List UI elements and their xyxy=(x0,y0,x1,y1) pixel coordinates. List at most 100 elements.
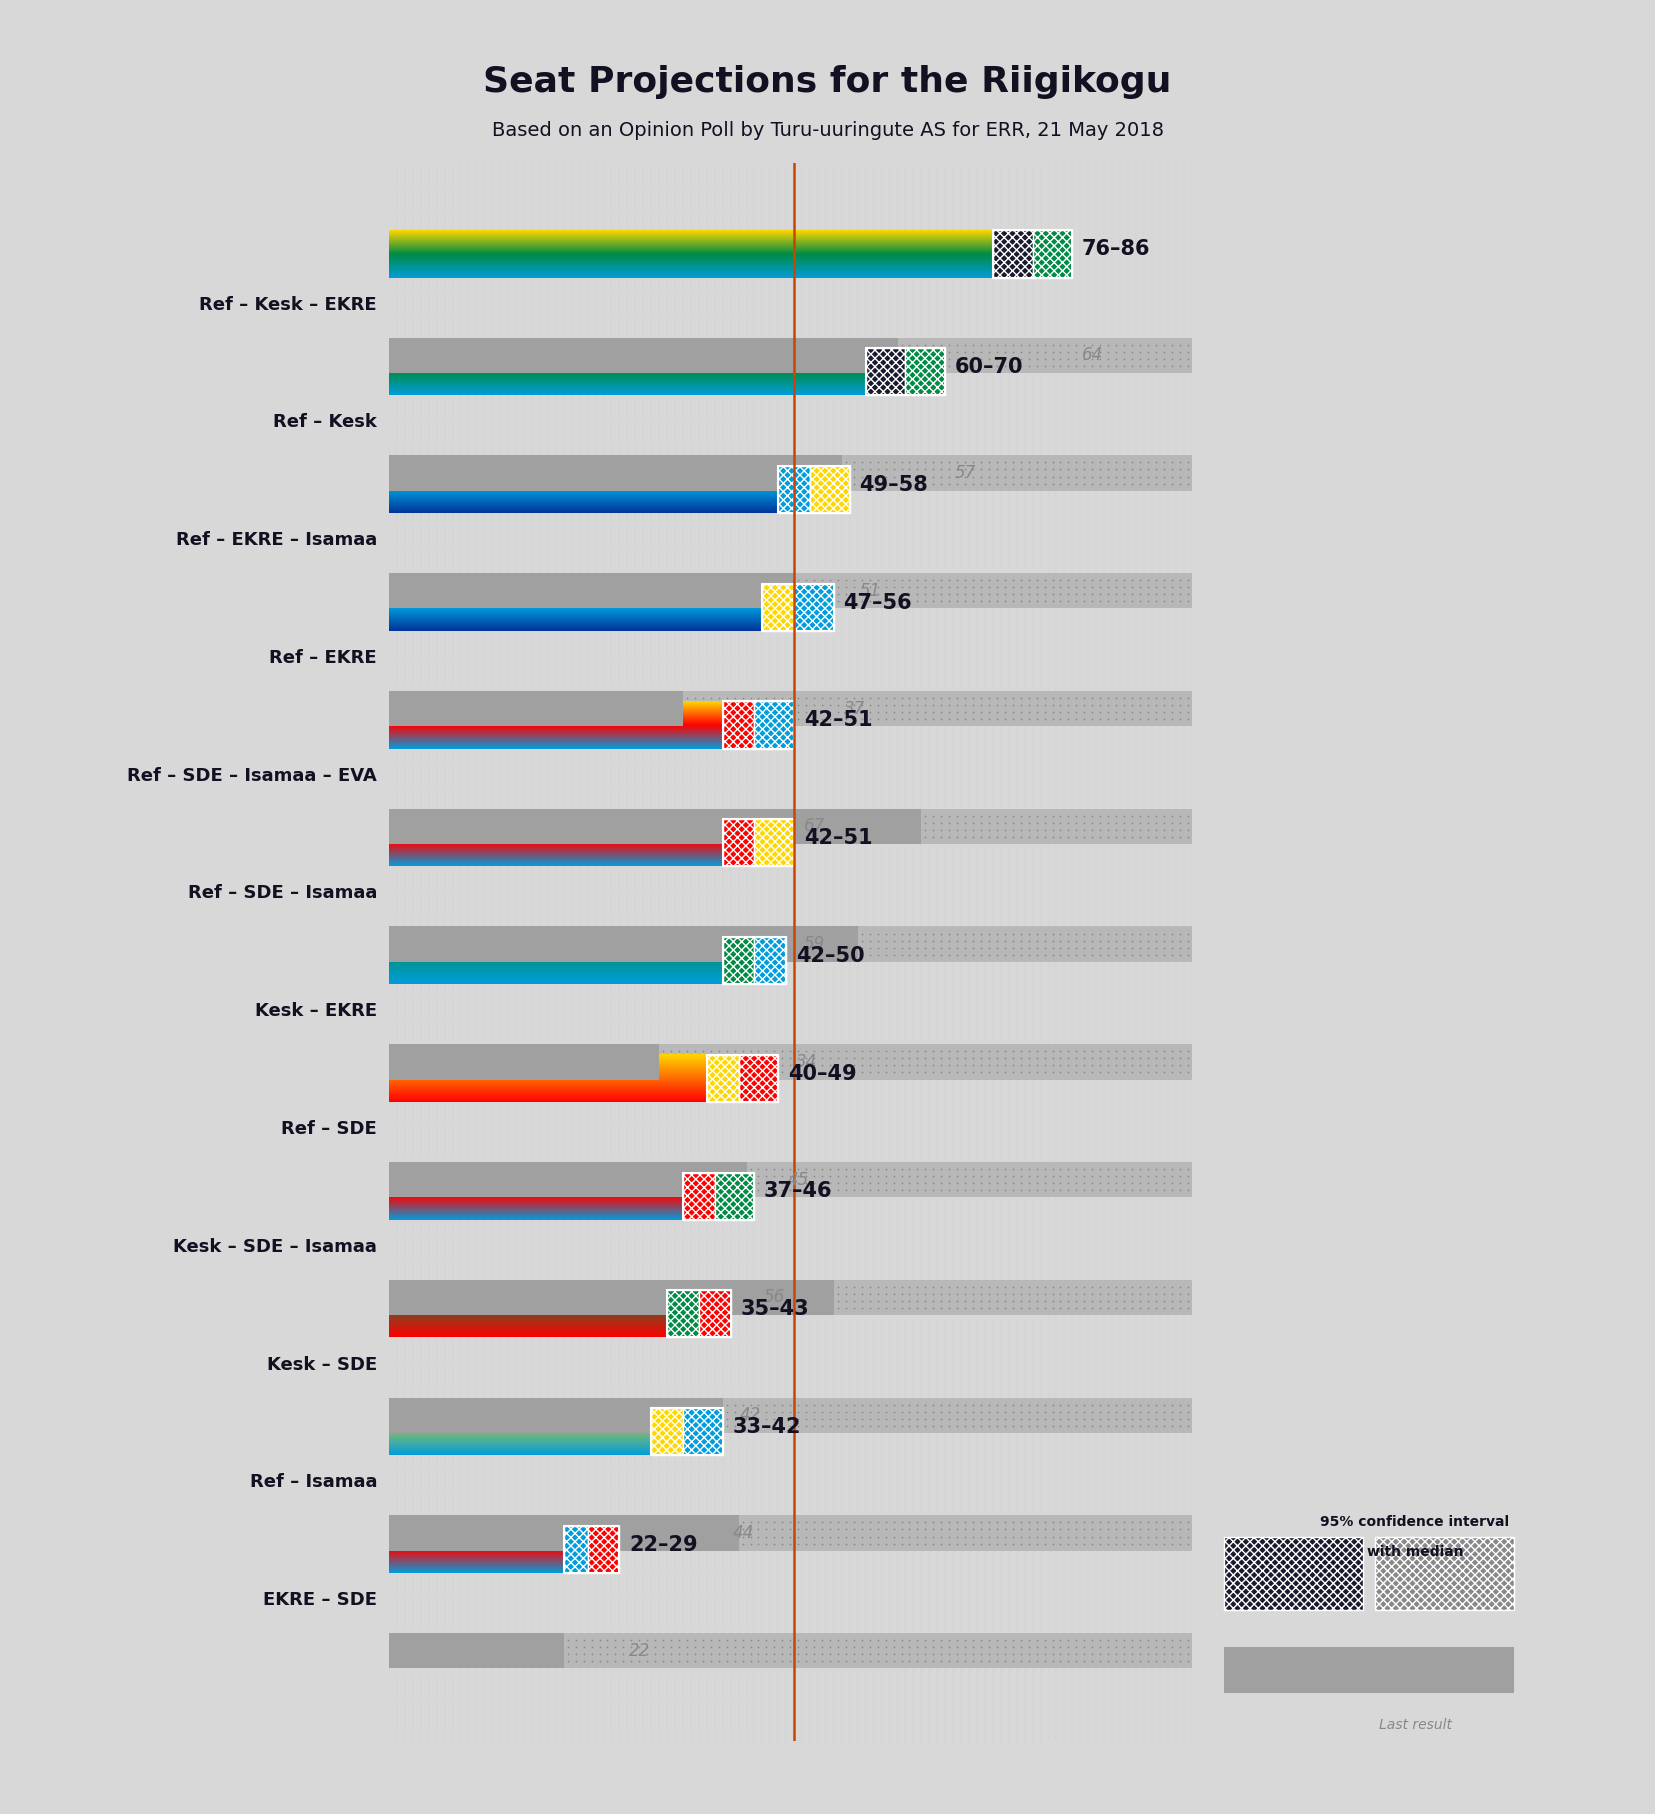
Point xyxy=(849,691,875,720)
Point xyxy=(1071,822,1097,851)
Point xyxy=(745,470,771,499)
Point xyxy=(578,1404,604,1433)
Point xyxy=(682,330,708,359)
Point xyxy=(1056,1286,1082,1315)
Point xyxy=(928,337,955,366)
Point xyxy=(864,1633,890,1662)
Point xyxy=(492,822,518,851)
Point xyxy=(396,352,422,381)
Point xyxy=(1031,1633,1058,1662)
Point xyxy=(1008,704,1034,733)
Point xyxy=(483,932,510,961)
Point xyxy=(538,1293,564,1322)
Point xyxy=(404,1633,430,1662)
Point xyxy=(897,1286,923,1315)
Point xyxy=(634,1050,660,1079)
Point xyxy=(1127,463,1154,492)
Point xyxy=(928,920,955,949)
Point xyxy=(602,1390,629,1419)
Point xyxy=(1056,1507,1082,1536)
Point xyxy=(849,684,875,713)
Point xyxy=(912,1390,938,1419)
Point xyxy=(1119,1154,1145,1183)
Point xyxy=(904,1161,930,1190)
Point xyxy=(1023,1279,1049,1308)
Point xyxy=(722,1404,748,1433)
Point xyxy=(452,1507,478,1536)
Point xyxy=(452,1293,478,1322)
Point xyxy=(889,802,915,831)
Point xyxy=(912,1507,938,1536)
Point xyxy=(1142,920,1168,949)
Point xyxy=(824,470,851,499)
Point xyxy=(1167,330,1193,359)
Point xyxy=(611,573,637,602)
Point xyxy=(968,1529,995,1558)
Point xyxy=(809,588,836,617)
Point xyxy=(832,580,859,610)
Point xyxy=(483,684,510,713)
Point xyxy=(801,463,828,492)
Point xyxy=(1096,1154,1122,1183)
Point xyxy=(531,822,558,851)
Point xyxy=(920,1390,947,1419)
Point xyxy=(483,455,510,484)
Point xyxy=(546,940,573,969)
Point xyxy=(674,1038,700,1067)
Point xyxy=(889,822,915,851)
Point xyxy=(778,822,804,851)
Point xyxy=(1111,822,1137,851)
Point xyxy=(515,1154,541,1183)
Point xyxy=(976,684,1003,713)
Text: 22: 22 xyxy=(629,1642,650,1660)
Point xyxy=(602,691,629,720)
Point xyxy=(458,691,485,720)
Point xyxy=(475,809,501,838)
Point xyxy=(1023,352,1049,381)
Point xyxy=(483,1507,510,1536)
Point xyxy=(880,927,907,956)
Point xyxy=(554,1640,581,1669)
Point xyxy=(379,345,405,374)
Point xyxy=(818,1515,844,1544)
Point xyxy=(697,1279,723,1308)
Point xyxy=(452,802,478,831)
Point xyxy=(1087,1168,1114,1197)
Point xyxy=(634,330,660,359)
Point xyxy=(857,1625,884,1654)
Point xyxy=(897,822,923,851)
Point xyxy=(1031,1390,1058,1419)
Point xyxy=(722,455,748,484)
Point xyxy=(523,1633,549,1662)
Point xyxy=(793,1390,819,1419)
Point xyxy=(761,1411,788,1440)
Point xyxy=(467,330,493,359)
Point xyxy=(427,580,453,610)
Text: 45: 45 xyxy=(788,1170,809,1188)
Point xyxy=(1039,932,1066,961)
Point xyxy=(1135,1507,1162,1536)
Point xyxy=(1023,566,1049,595)
Point xyxy=(563,704,589,733)
Point xyxy=(379,470,405,499)
Point xyxy=(1150,1625,1177,1654)
Point xyxy=(444,588,470,617)
Point xyxy=(983,1404,1010,1433)
Point xyxy=(841,1625,867,1654)
Point xyxy=(458,330,485,359)
Point xyxy=(1150,1647,1177,1676)
Text: 67: 67 xyxy=(804,818,826,834)
Point xyxy=(412,1640,439,1669)
Point xyxy=(952,932,978,961)
Point xyxy=(602,684,629,713)
Point xyxy=(832,566,859,595)
Point xyxy=(690,455,717,484)
Point xyxy=(983,802,1010,831)
Point xyxy=(770,1175,796,1204)
Point xyxy=(1031,330,1058,359)
Point xyxy=(784,566,811,595)
Point xyxy=(889,1154,915,1183)
Point xyxy=(586,704,612,733)
Point xyxy=(452,1515,478,1544)
Point xyxy=(880,352,907,381)
